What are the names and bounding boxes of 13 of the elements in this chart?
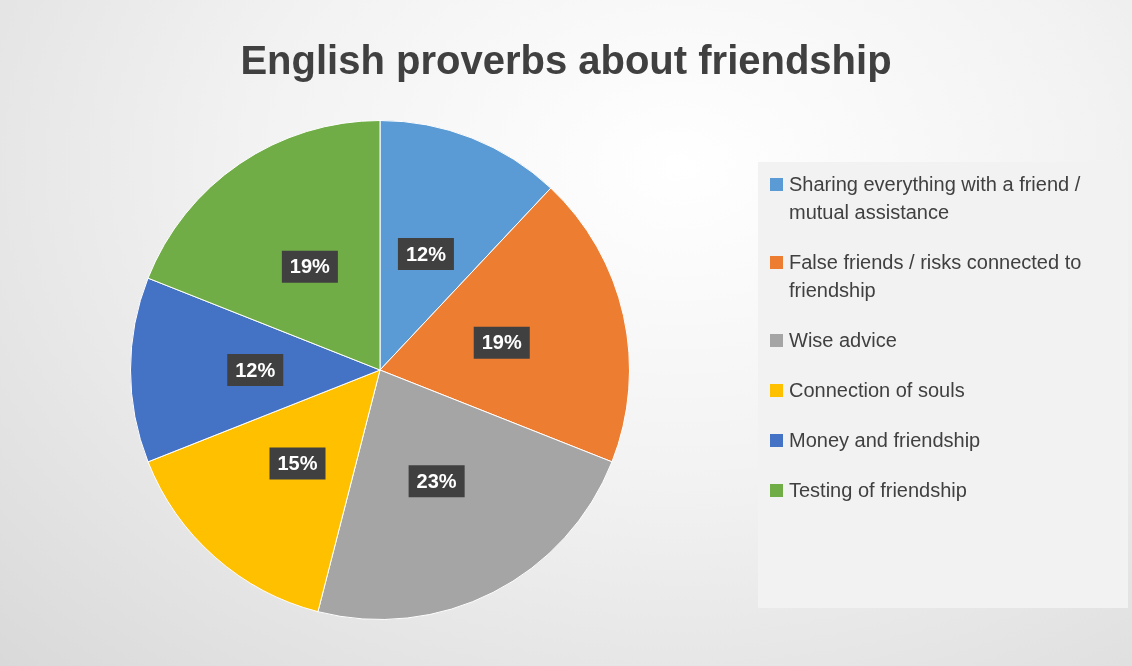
data-label: 19% <box>481 331 522 354</box>
legend-label: False friends / risks connected to friendship <box>789 250 1083 303</box>
legend-label: Sharing everything with a friend / mutual assistance <box>789 172 1082 225</box>
data-label: 19% <box>289 255 331 278</box>
data-label: 12% <box>235 358 276 381</box>
legend-label: Wise advice <box>789 328 897 353</box>
legend-label: Money and friendship <box>789 428 981 453</box>
chart-title: English proverbs about friendship <box>239 38 893 83</box>
legend-label: Testing of friendship <box>789 478 967 503</box>
data-label: 23% <box>416 469 457 492</box>
data-label: 12% <box>405 242 447 265</box>
legend-label: Connection of souls <box>789 378 965 403</box>
data-label: 15% <box>277 452 318 475</box>
